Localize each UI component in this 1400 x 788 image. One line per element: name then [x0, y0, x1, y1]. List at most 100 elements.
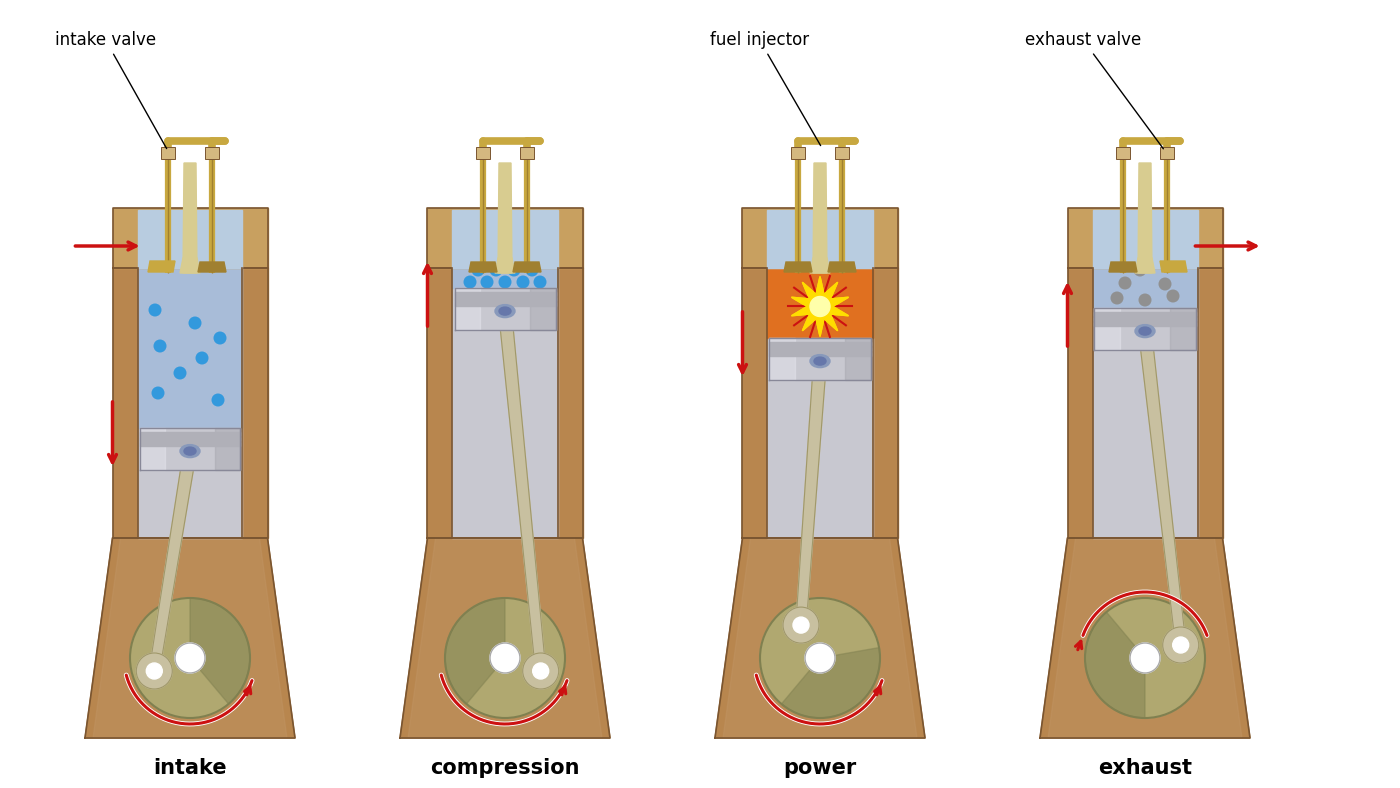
Polygon shape — [827, 262, 855, 272]
Polygon shape — [181, 258, 200, 273]
Polygon shape — [1138, 163, 1152, 273]
Polygon shape — [140, 428, 241, 470]
Polygon shape — [770, 347, 871, 351]
Circle shape — [522, 653, 559, 689]
Ellipse shape — [498, 307, 511, 315]
Bar — [1116, 147, 1130, 159]
Circle shape — [472, 263, 484, 277]
Polygon shape — [455, 288, 480, 330]
Circle shape — [1085, 598, 1205, 718]
Polygon shape — [498, 163, 512, 273]
Polygon shape — [767, 268, 872, 338]
Polygon shape — [1049, 538, 1242, 738]
Polygon shape — [1040, 538, 1250, 738]
Polygon shape — [770, 352, 871, 356]
Circle shape — [1163, 627, 1198, 663]
Text: intake valve: intake valve — [55, 31, 167, 149]
Polygon shape — [1067, 268, 1222, 538]
Polygon shape — [1095, 308, 1196, 350]
Bar — [1161, 147, 1175, 159]
Circle shape — [533, 276, 546, 288]
Polygon shape — [813, 163, 827, 273]
Ellipse shape — [1140, 327, 1151, 335]
Polygon shape — [795, 361, 826, 626]
Bar — [161, 147, 175, 159]
Circle shape — [213, 332, 227, 344]
Polygon shape — [85, 538, 295, 738]
Polygon shape — [811, 258, 830, 273]
Text: exhaust: exhaust — [1098, 758, 1191, 778]
Polygon shape — [455, 292, 556, 296]
Polygon shape — [496, 258, 515, 273]
Text: exhaust valve: exhaust valve — [1025, 31, 1163, 149]
Polygon shape — [452, 210, 557, 268]
Polygon shape — [1095, 312, 1196, 316]
Bar — [834, 147, 848, 159]
Polygon shape — [531, 288, 556, 330]
Circle shape — [151, 386, 164, 400]
Circle shape — [498, 276, 511, 288]
Circle shape — [490, 263, 503, 277]
Polygon shape — [150, 450, 196, 672]
Polygon shape — [112, 208, 267, 268]
Polygon shape — [190, 598, 251, 704]
Circle shape — [792, 617, 809, 633]
Circle shape — [760, 598, 881, 718]
Polygon shape — [1095, 317, 1196, 321]
Polygon shape — [400, 538, 610, 738]
Polygon shape — [1095, 308, 1120, 350]
Polygon shape — [1135, 258, 1155, 273]
Circle shape — [463, 276, 476, 288]
Circle shape — [1130, 643, 1161, 673]
Polygon shape — [427, 268, 582, 538]
Polygon shape — [498, 310, 546, 671]
Circle shape — [146, 663, 162, 679]
Text: fuel injector: fuel injector — [710, 31, 820, 146]
Polygon shape — [1109, 262, 1137, 272]
Circle shape — [175, 643, 204, 673]
Circle shape — [1134, 263, 1147, 277]
Circle shape — [783, 607, 819, 643]
Circle shape — [805, 643, 834, 673]
Polygon shape — [1085, 612, 1145, 718]
Circle shape — [811, 296, 830, 317]
Polygon shape — [722, 538, 917, 738]
Polygon shape — [137, 268, 242, 428]
Polygon shape — [791, 277, 848, 336]
Polygon shape — [767, 338, 872, 538]
Circle shape — [490, 643, 519, 673]
Polygon shape — [197, 262, 225, 272]
Polygon shape — [452, 268, 557, 288]
Polygon shape — [455, 302, 556, 306]
Polygon shape — [1138, 330, 1186, 645]
Polygon shape — [1092, 308, 1197, 538]
Bar — [791, 147, 805, 159]
Polygon shape — [427, 208, 582, 268]
Ellipse shape — [813, 357, 826, 365]
Circle shape — [136, 653, 172, 689]
Text: power: power — [784, 758, 857, 778]
Polygon shape — [140, 428, 165, 470]
Circle shape — [148, 303, 161, 317]
Polygon shape — [140, 437, 241, 441]
Polygon shape — [770, 338, 795, 380]
Polygon shape — [770, 338, 871, 380]
Polygon shape — [770, 342, 871, 346]
Polygon shape — [767, 210, 872, 268]
Circle shape — [154, 340, 167, 352]
Circle shape — [1158, 277, 1172, 291]
Polygon shape — [742, 208, 897, 268]
Circle shape — [211, 393, 224, 407]
Ellipse shape — [496, 305, 515, 318]
Polygon shape — [784, 262, 812, 272]
Circle shape — [480, 276, 493, 288]
Polygon shape — [1170, 308, 1196, 350]
Ellipse shape — [811, 355, 830, 367]
Polygon shape — [781, 648, 881, 718]
Circle shape — [130, 598, 251, 718]
Polygon shape — [791, 277, 848, 336]
Polygon shape — [140, 442, 241, 446]
Polygon shape — [455, 288, 556, 330]
Polygon shape — [183, 163, 197, 273]
Text: compression: compression — [430, 758, 580, 778]
